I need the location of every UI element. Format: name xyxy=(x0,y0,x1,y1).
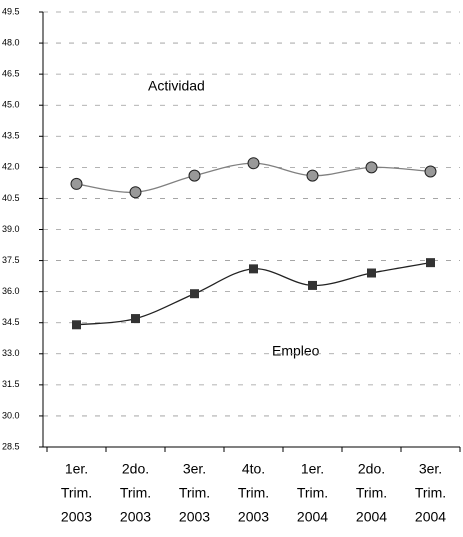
marker xyxy=(131,314,140,324)
y-tick-label: 37.5 xyxy=(2,255,20,265)
y-tick-label: 45.0 xyxy=(2,100,20,110)
x-tick-label: Trim. xyxy=(415,485,446,501)
marker xyxy=(129,186,142,199)
series-label: Empleo xyxy=(272,343,320,359)
x-tick-label: 2003 xyxy=(61,509,92,525)
y-tick-label: 34.5 xyxy=(2,317,20,327)
y-tick-label: 46.5 xyxy=(2,69,20,79)
y-tick-label: 33.0 xyxy=(2,348,20,358)
x-tick-label: 2004 xyxy=(356,509,387,525)
x-tick-label: Trim. xyxy=(356,485,387,501)
marker xyxy=(247,157,260,170)
marker xyxy=(306,169,319,182)
x-tick-label: 3er. xyxy=(419,461,442,477)
x-tick-label: 1er. xyxy=(301,461,324,477)
y-tick-label: 42.0 xyxy=(2,162,20,172)
marker xyxy=(190,289,199,299)
y-tick-label: 31.5 xyxy=(2,379,20,389)
x-tick-label: Trim. xyxy=(120,485,151,501)
marker xyxy=(424,165,437,178)
marker xyxy=(367,268,376,278)
y-tick-label: 43.5 xyxy=(2,131,20,141)
marker xyxy=(72,320,81,330)
y-tick-label: 36.0 xyxy=(2,286,20,296)
marker xyxy=(70,177,83,190)
marker xyxy=(249,264,258,274)
y-tick-label: 40.5 xyxy=(2,193,20,203)
marker xyxy=(308,280,317,290)
marker xyxy=(188,169,201,182)
x-tick-label: Trim. xyxy=(61,485,92,501)
x-tick-label: 2do. xyxy=(122,461,149,477)
x-tick-label: Trim. xyxy=(238,485,269,501)
marker xyxy=(365,161,378,174)
x-tick-label: 2003 xyxy=(120,509,151,525)
x-tick-label: 2003 xyxy=(179,509,210,525)
x-tick-label: 2do. xyxy=(358,461,385,477)
x-tick-label: 3er. xyxy=(183,461,206,477)
x-tick-label: 2004 xyxy=(415,509,446,525)
y-tick-label: 28.5 xyxy=(2,441,20,451)
y-tick-label: 49.5 xyxy=(2,6,20,16)
y-tick-label: 48.0 xyxy=(2,37,20,47)
series-label: Actividad xyxy=(148,78,205,94)
y-tick-label: 39.0 xyxy=(2,224,20,234)
x-tick-label: 4to. xyxy=(242,461,265,477)
y-tick-label: 30.0 xyxy=(2,410,20,420)
x-tick-label: 2004 xyxy=(297,509,328,525)
x-tick-label: 2003 xyxy=(238,509,269,525)
x-tick-label: Trim. xyxy=(297,485,328,501)
x-tick-label: Trim. xyxy=(179,485,210,501)
marker xyxy=(426,258,435,268)
x-tick-label: 1er. xyxy=(65,461,88,477)
